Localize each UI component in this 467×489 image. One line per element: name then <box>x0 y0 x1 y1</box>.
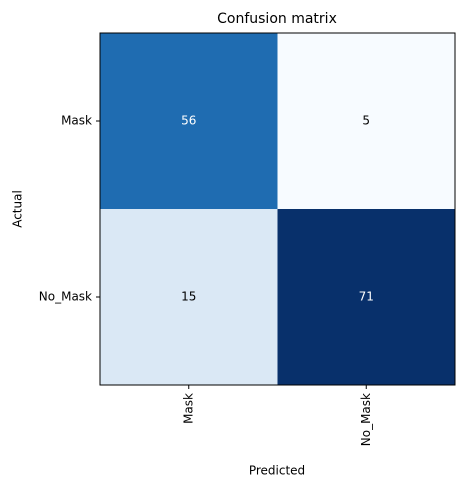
cell-label: 71 <box>359 290 374 304</box>
y-tick-label: Mask <box>61 114 92 128</box>
heatmap-cell <box>277 33 455 209</box>
x-tick-label: Mask <box>181 393 195 424</box>
cell-label: 5 <box>362 114 370 128</box>
heatmap-cell <box>100 33 278 209</box>
x-tick-label: No_Mask <box>359 393 373 446</box>
x-axis-label: Predicted <box>249 464 305 478</box>
cell-label: 56 <box>181 114 196 128</box>
plot-frame <box>99 32 456 386</box>
heatmap-cell <box>277 209 455 385</box>
cell-label: 15 <box>181 290 196 304</box>
y-tick-label: No_Mask <box>39 290 92 304</box>
heatmap-cell <box>100 209 278 385</box>
y-axis-label: Actual <box>11 190 25 228</box>
chart-title: Confusion matrix <box>217 11 337 27</box>
